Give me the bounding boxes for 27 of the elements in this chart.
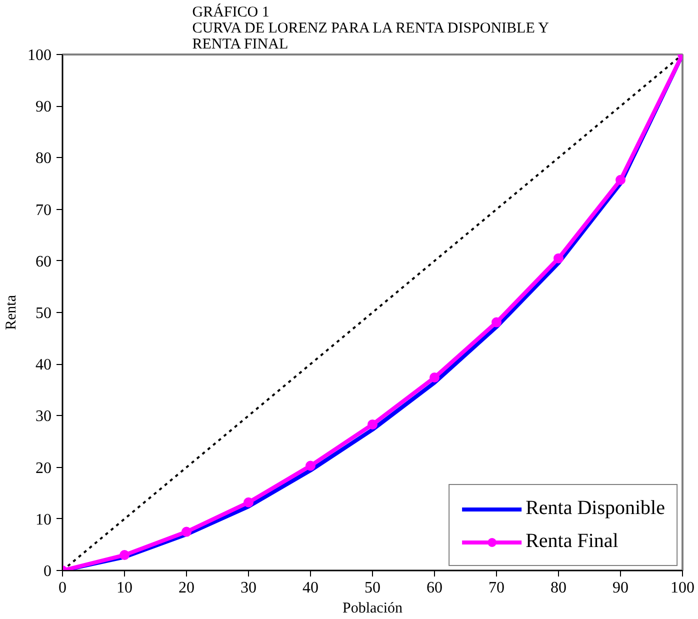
x-tick-label: 50 bbox=[364, 580, 380, 596]
y-tick-label: 20 bbox=[36, 460, 52, 477]
x-tick-label: 10 bbox=[116, 580, 132, 596]
x-tick-label: 80 bbox=[550, 580, 566, 596]
x-tick-label: 70 bbox=[488, 580, 504, 596]
x-tick-label: 0 bbox=[58, 580, 66, 596]
y-tick-label: 30 bbox=[36, 408, 52, 426]
x-tick-label: 20 bbox=[178, 580, 194, 596]
y-axis-title: Renta bbox=[4, 294, 20, 330]
legend-label: Renta Disponible bbox=[526, 497, 665, 520]
chart-title: GRÁFICO 1 CURVA DE LORENZ PARA LA RENTA DISPONIBLE Y RENTA FINAL bbox=[192, 4, 550, 52]
y-tick-label: 80 bbox=[36, 150, 52, 168]
x-tick-label: 100 bbox=[670, 580, 694, 596]
x-axis-title: Población bbox=[342, 600, 403, 616]
y-tick-label: 10 bbox=[36, 511, 52, 528]
y-tick-label: 90 bbox=[36, 98, 52, 116]
y-tick-label: 50 bbox=[36, 305, 52, 322]
y-tick-label: 70 bbox=[36, 202, 52, 219]
y-tick-label: 0 bbox=[44, 563, 52, 580]
legend-label: Renta Final bbox=[526, 530, 618, 553]
x-tick-label: 40 bbox=[302, 580, 318, 596]
x-tick-label: 30 bbox=[240, 580, 256, 596]
y-tick-label: 40 bbox=[36, 356, 52, 374]
y-tick-label: 100 bbox=[28, 47, 52, 64]
x-tick-label: 90 bbox=[612, 580, 628, 596]
x-tick-label: 60 bbox=[426, 580, 442, 596]
y-tick-label: 60 bbox=[36, 253, 52, 270]
